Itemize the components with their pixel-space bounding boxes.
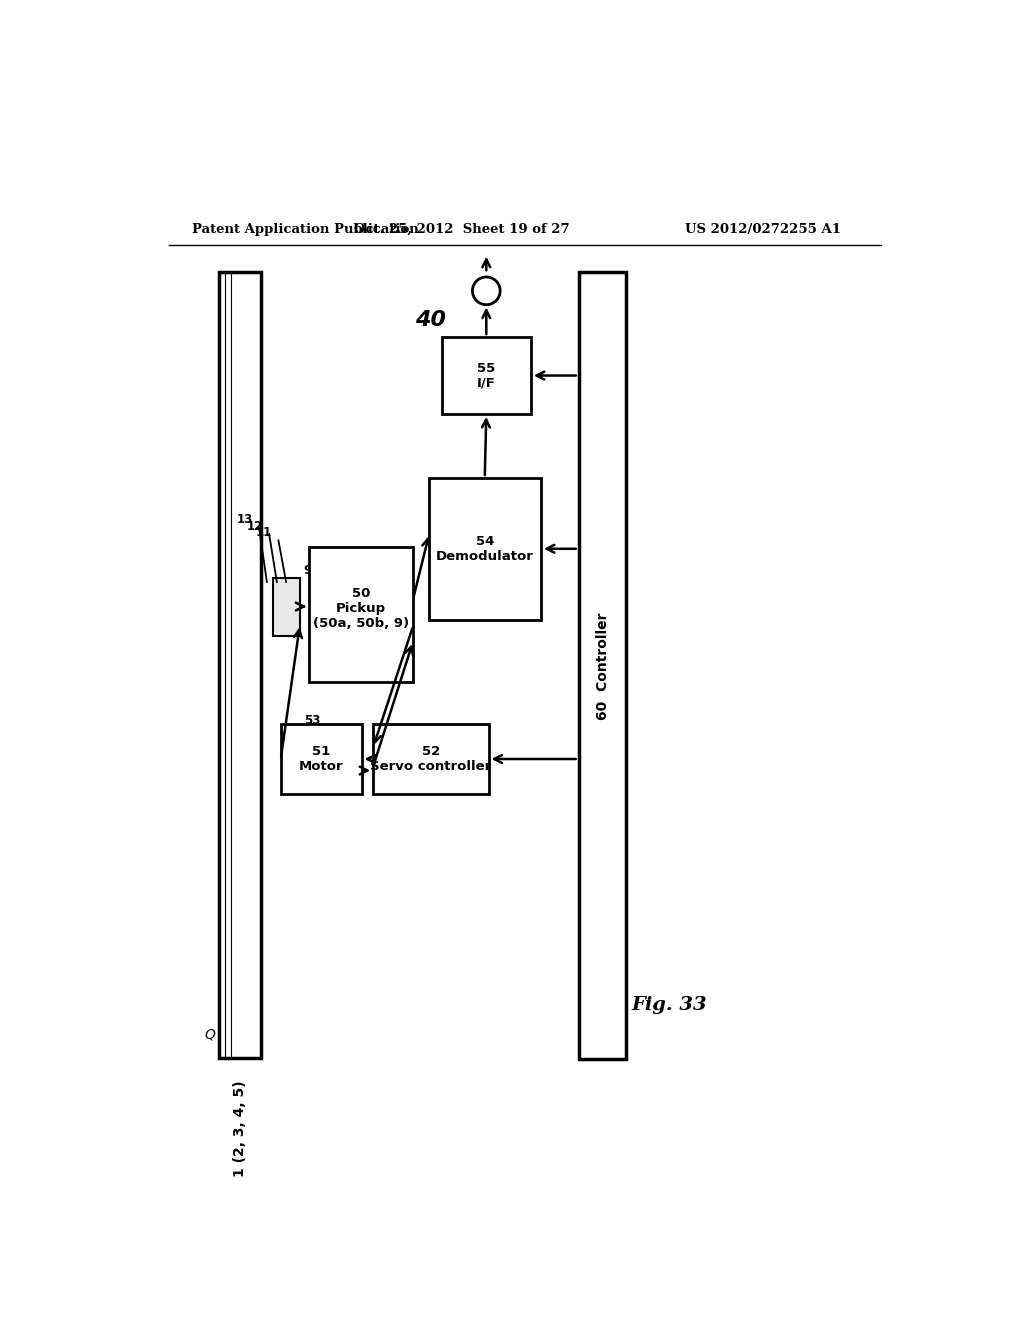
Text: Q: Q: [205, 1028, 215, 1041]
Text: 40: 40: [416, 310, 446, 330]
Bar: [373, 725, 488, 793]
Text: Fig. 33: Fig. 33: [632, 997, 708, 1014]
Text: 51
Motor: 51 Motor: [298, 744, 343, 774]
Text: 50
Pickup
(50a, 50b, 9): 50 Pickup (50a, 50b, 9): [312, 586, 409, 630]
Circle shape: [472, 277, 500, 305]
Text: US 2012/0272255 A1: US 2012/0272255 A1: [685, 223, 841, 236]
Text: 54
Demodulator: 54 Demodulator: [436, 535, 534, 562]
Text: 53: 53: [304, 714, 321, 727]
Bar: [309, 548, 413, 682]
Text: 99: 99: [304, 564, 321, 577]
Bar: [273, 578, 300, 636]
Text: Patent Application Publication: Patent Application Publication: [193, 223, 419, 236]
Text: 1 (2, 3, 4, 5): 1 (2, 3, 4, 5): [233, 1081, 247, 1177]
Text: 13: 13: [237, 513, 253, 527]
Text: 52
Servo controller: 52 Servo controller: [371, 744, 492, 774]
Bar: [442, 337, 531, 414]
Text: 12: 12: [247, 520, 263, 533]
Text: 55
I/F: 55 I/F: [477, 362, 496, 389]
Bar: [579, 272, 627, 1059]
Bar: [281, 725, 361, 793]
Text: Oct. 25, 2012  Sheet 19 of 27: Oct. 25, 2012 Sheet 19 of 27: [354, 223, 569, 236]
Text: 11: 11: [256, 525, 272, 539]
Bar: [429, 478, 541, 620]
Bar: [219, 272, 261, 1057]
Text: 60  Controller: 60 Controller: [596, 612, 609, 719]
